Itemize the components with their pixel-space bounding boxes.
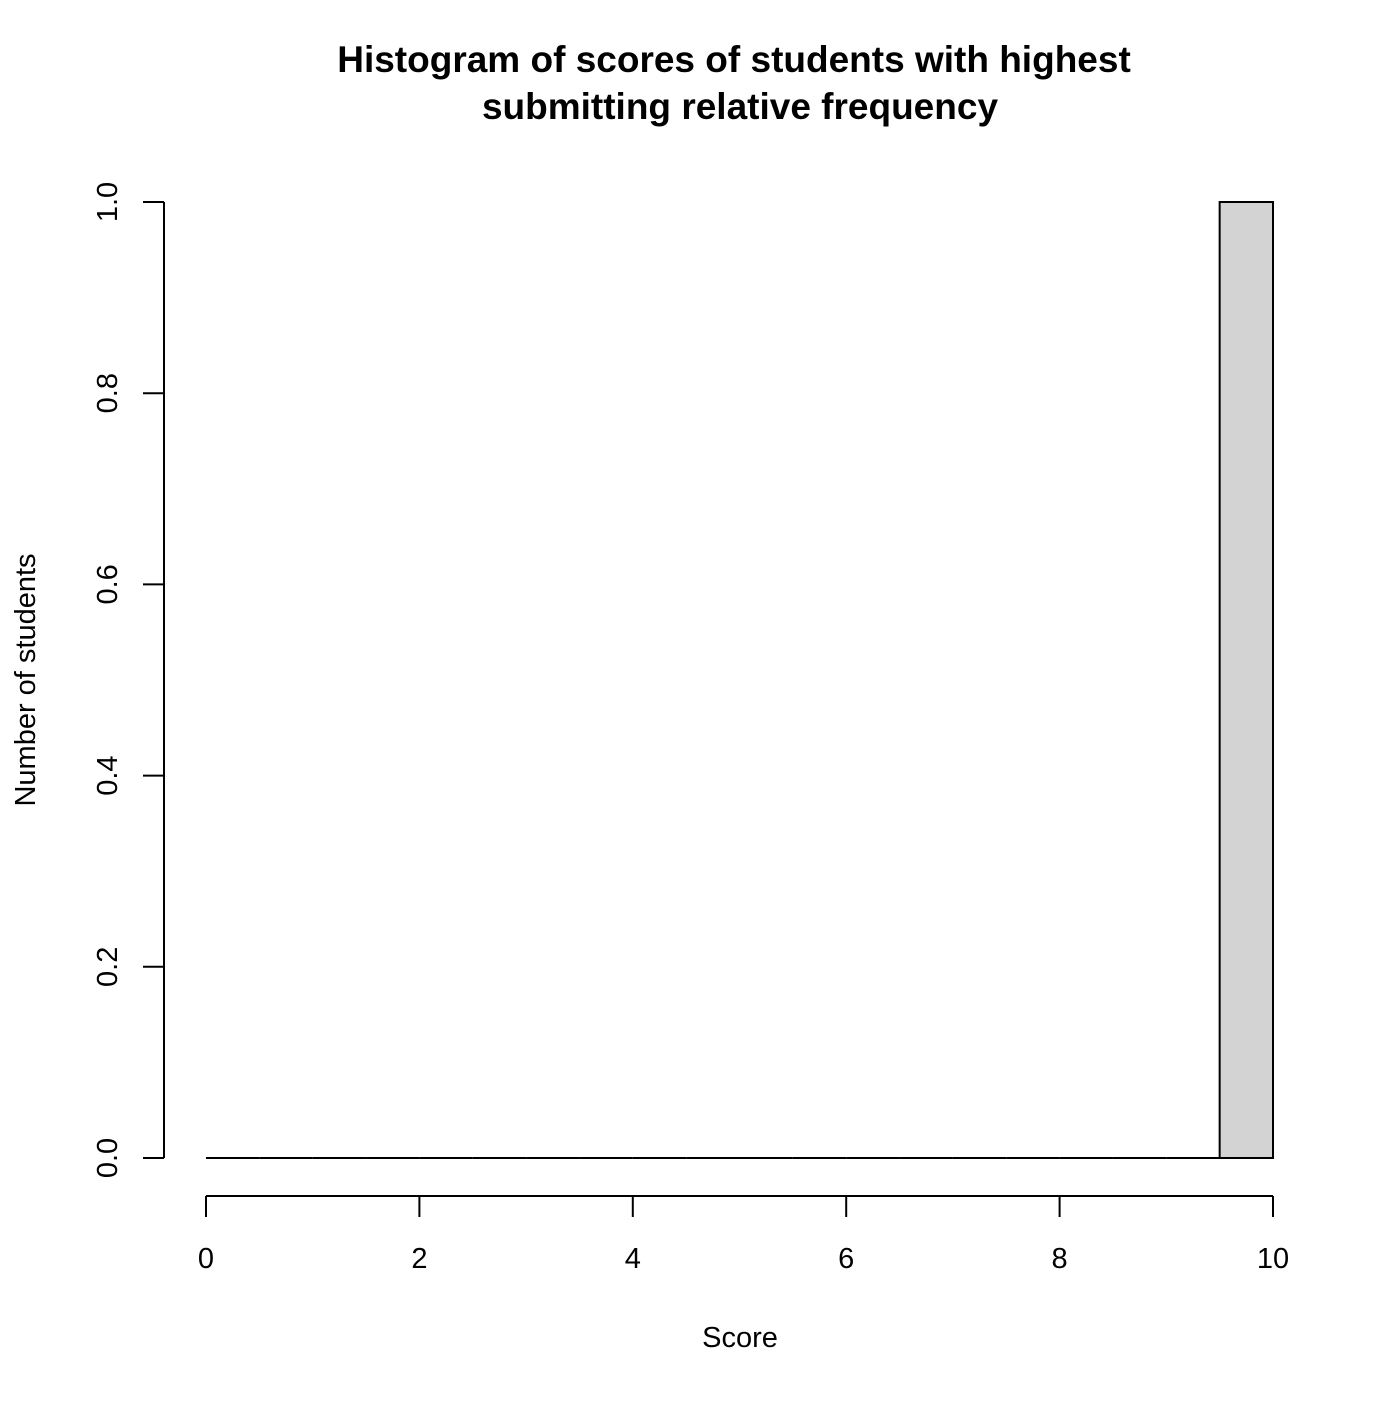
bars-layer: [206, 201, 1275, 1159]
y-tick-label: 0.4: [92, 755, 124, 795]
x-tick-label: 4: [625, 1243, 641, 1275]
y-axis-label: Number of students: [10, 553, 42, 806]
x-tick-label: 2: [411, 1243, 427, 1275]
y-tick-label: 0.6: [92, 564, 124, 604]
y-axis: 0.0 0.2 0.4 0.6 0.8 1.0: [92, 182, 165, 1178]
x-axis-label: Score: [702, 1322, 778, 1354]
chart-title-line-2: submitting relative frequency: [482, 86, 998, 127]
x-tick-label: 8: [1052, 1243, 1068, 1275]
y-tick-label: 0.0: [92, 1138, 124, 1178]
x-tick-label: 10: [1257, 1243, 1289, 1275]
x-tick-label: 6: [838, 1243, 854, 1275]
chart-title-line-1: Histogram of scores of students with hig…: [337, 39, 1131, 80]
y-tick-label: 0.2: [92, 947, 124, 987]
y-tick-label: 1.0: [92, 182, 124, 222]
y-tick-label: 0.8: [92, 373, 124, 413]
x-axis: 0 2 4 6 8 10: [198, 1195, 1289, 1275]
x-tick-label: 0: [198, 1243, 214, 1275]
histogram-bar: [1218, 201, 1275, 1159]
